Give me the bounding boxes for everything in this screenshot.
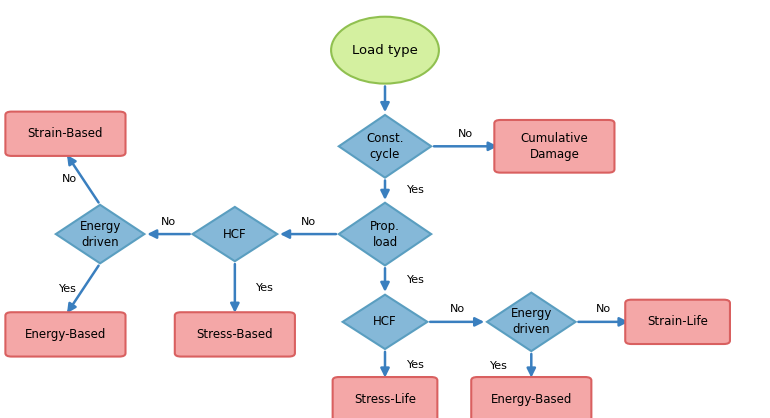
- Text: Energy
driven: Energy driven: [79, 219, 121, 249]
- Text: No: No: [62, 174, 77, 184]
- Ellipse shape: [331, 17, 439, 84]
- Text: Cumulative
Damage: Cumulative Damage: [521, 132, 588, 161]
- FancyBboxPatch shape: [175, 312, 295, 357]
- FancyBboxPatch shape: [5, 112, 126, 156]
- FancyBboxPatch shape: [471, 377, 591, 418]
- Polygon shape: [339, 203, 431, 265]
- FancyBboxPatch shape: [333, 377, 437, 418]
- Text: Stress-Based: Stress-Based: [196, 328, 273, 341]
- Text: Yes: Yes: [407, 185, 424, 195]
- Text: Energy-Based: Energy-Based: [490, 393, 572, 406]
- Text: HCF: HCF: [223, 227, 246, 241]
- Text: Yes: Yes: [256, 283, 274, 293]
- Text: No: No: [596, 304, 611, 314]
- FancyBboxPatch shape: [625, 300, 730, 344]
- Text: Yes: Yes: [59, 285, 77, 294]
- Polygon shape: [487, 293, 575, 351]
- Text: HCF: HCF: [373, 315, 397, 329]
- FancyBboxPatch shape: [5, 312, 126, 357]
- FancyBboxPatch shape: [494, 120, 614, 173]
- Text: Energy-Based: Energy-Based: [25, 328, 106, 341]
- Text: No: No: [450, 304, 465, 314]
- Text: Yes: Yes: [490, 361, 508, 371]
- Text: No: No: [300, 217, 316, 227]
- Text: No: No: [161, 217, 176, 227]
- Polygon shape: [339, 115, 431, 178]
- Polygon shape: [56, 205, 145, 263]
- Text: Stress-Life: Stress-Life: [354, 393, 416, 406]
- Polygon shape: [192, 207, 277, 261]
- Text: Yes: Yes: [407, 360, 424, 370]
- Text: Const.
cycle: Const. cycle: [367, 132, 403, 161]
- Text: Strain-Life: Strain-Life: [647, 315, 708, 329]
- Text: Prop.
load: Prop. load: [370, 219, 400, 249]
- Text: Energy
driven: Energy driven: [511, 307, 552, 336]
- Text: Yes: Yes: [407, 275, 424, 285]
- Polygon shape: [343, 295, 427, 349]
- Text: No: No: [458, 129, 474, 139]
- Text: Load type: Load type: [352, 43, 418, 57]
- Text: Strain-Based: Strain-Based: [28, 127, 103, 140]
